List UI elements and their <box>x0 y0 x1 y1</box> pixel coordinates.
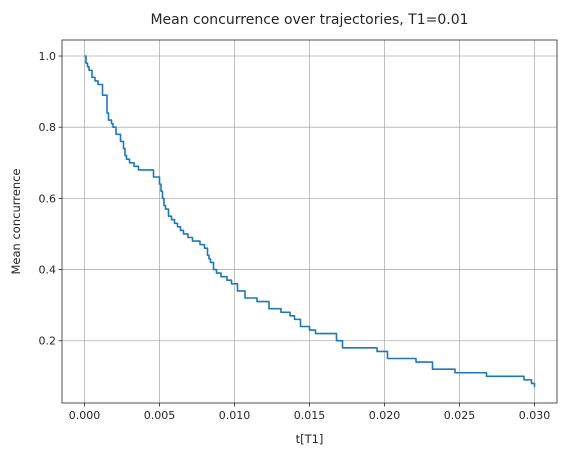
y-tick-label: 0.4 <box>39 264 57 277</box>
x-tick-label: 0.020 <box>369 409 401 422</box>
chart-title: Mean concurrence over trajectories, T1=0… <box>150 12 468 28</box>
x-tick-label: 0.000 <box>69 409 101 422</box>
y-axis-label: Mean concurrence <box>9 168 23 274</box>
x-tick-label: 0.005 <box>144 409 176 422</box>
x-tick-label: 0.025 <box>444 409 476 422</box>
mean-concurrence-line <box>84 55 536 387</box>
axis-ticks: 0.000 0.005 0.010 0.015 0.020 0.025 0.030 0.2 0.… <box>39 50 551 422</box>
x-axis-label: t[T1] <box>296 432 324 446</box>
y-tick-label: 0.8 <box>39 121 57 134</box>
x-tick-label: 0.015 <box>294 409 326 422</box>
y-tick-label: 1.0 <box>39 50 57 63</box>
x-tick-label: 0.010 <box>219 409 251 422</box>
series-layer <box>84 55 536 387</box>
grid-lines <box>62 40 557 403</box>
x-tick-label: 0.030 <box>519 409 551 422</box>
y-tick-label: 0.6 <box>39 192 57 205</box>
y-tick-label: 0.2 <box>39 335 57 348</box>
